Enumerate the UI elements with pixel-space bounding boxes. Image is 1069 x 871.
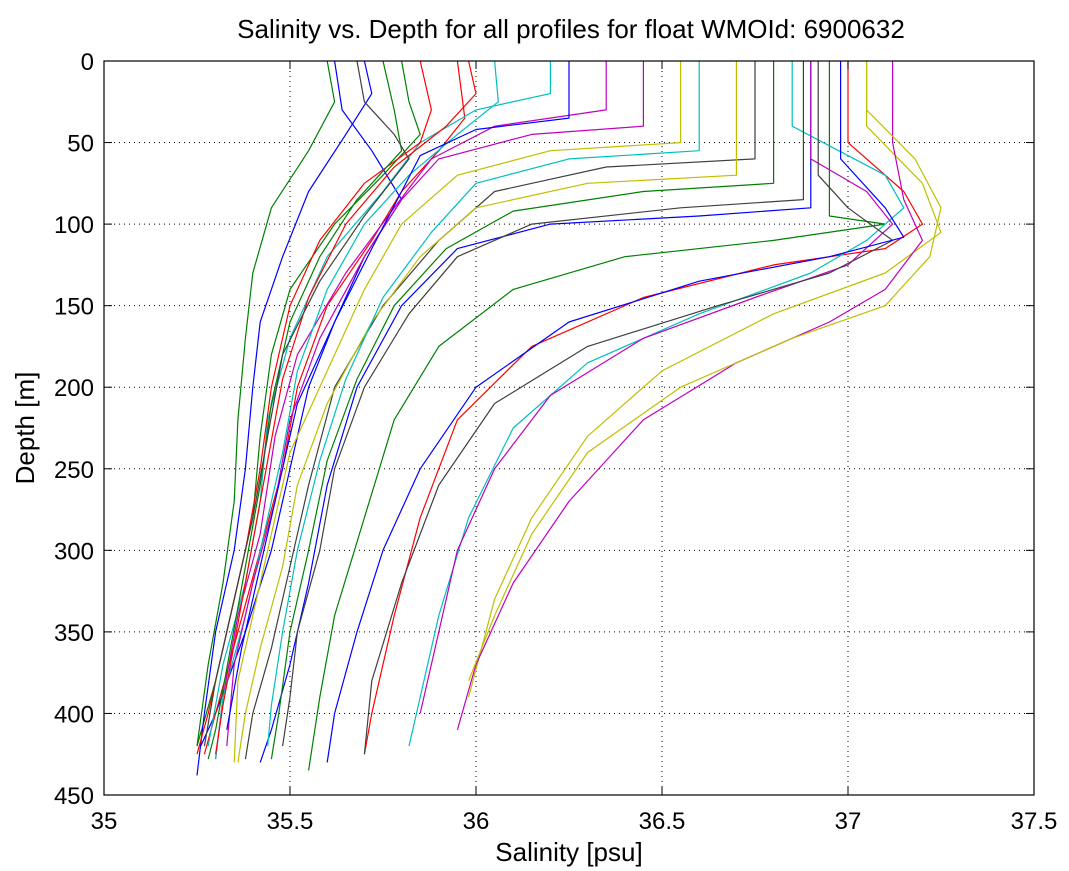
plot-frame bbox=[103, 60, 1035, 796]
y-tick-label: 0 bbox=[81, 49, 94, 76]
x-axis-label: Salinity [psu] bbox=[495, 837, 642, 867]
profile-line-27 bbox=[468, 61, 942, 682]
profile-line-15 bbox=[196, 61, 373, 776]
profile-line-29 bbox=[226, 61, 570, 730]
series-layer bbox=[196, 61, 942, 776]
x-tick-label: 36 bbox=[463, 808, 490, 835]
x-tick-label: 37.5 bbox=[1011, 808, 1058, 835]
y-tick-label: 400 bbox=[54, 701, 94, 728]
profile-line-16 bbox=[196, 61, 336, 747]
profile-line-28 bbox=[203, 61, 410, 747]
plot-area bbox=[104, 61, 1034, 795]
profile-line-13 bbox=[468, 61, 942, 698]
profile-line-14 bbox=[363, 61, 894, 755]
y-tick-label: 450 bbox=[54, 783, 94, 810]
profile-line-6 bbox=[233, 61, 682, 763]
profile-line-8 bbox=[259, 61, 812, 763]
chart-title: Salinity vs. Depth for all profiles for … bbox=[237, 14, 905, 44]
profile-line-30 bbox=[270, 61, 775, 760]
profile-line-1 bbox=[200, 61, 403, 747]
profile-line-5 bbox=[215, 61, 607, 760]
x-tick-label: 36.5 bbox=[639, 808, 686, 835]
y-tick-labels: 0 50 100 150 200 250 300 350 400 450 bbox=[54, 49, 94, 810]
profile-line-9 bbox=[308, 61, 886, 771]
y-tick-label: 50 bbox=[67, 131, 94, 158]
x-tick-labels: 35 35.5 36 36.5 37 37.5 bbox=[91, 808, 1058, 835]
y-axis-label: Depth [m] bbox=[10, 372, 40, 485]
y-tick-label: 350 bbox=[54, 620, 94, 647]
x-tick-label: 37 bbox=[835, 808, 862, 835]
profile-line-24 bbox=[215, 61, 477, 755]
profile-line-19 bbox=[226, 61, 645, 747]
profile-line-12 bbox=[419, 61, 894, 714]
profile-line-20 bbox=[237, 61, 738, 763]
profile-line-22 bbox=[326, 61, 905, 763]
y-tick-label: 300 bbox=[54, 538, 94, 565]
x-tick-label: 35 bbox=[91, 808, 118, 835]
y-tick-label: 200 bbox=[54, 375, 94, 402]
y-tick-label: 150 bbox=[54, 294, 94, 321]
profile-line-21 bbox=[282, 61, 805, 747]
y-tick-label: 100 bbox=[54, 212, 94, 239]
y-tick-label: 250 bbox=[54, 457, 94, 484]
grid bbox=[104, 61, 1034, 795]
ticks bbox=[103, 60, 1035, 796]
profile-line-11 bbox=[408, 61, 905, 747]
profile-line-10 bbox=[363, 61, 924, 755]
profile-line-25 bbox=[267, 61, 700, 747]
x-tick-label: 35.5 bbox=[267, 808, 314, 835]
